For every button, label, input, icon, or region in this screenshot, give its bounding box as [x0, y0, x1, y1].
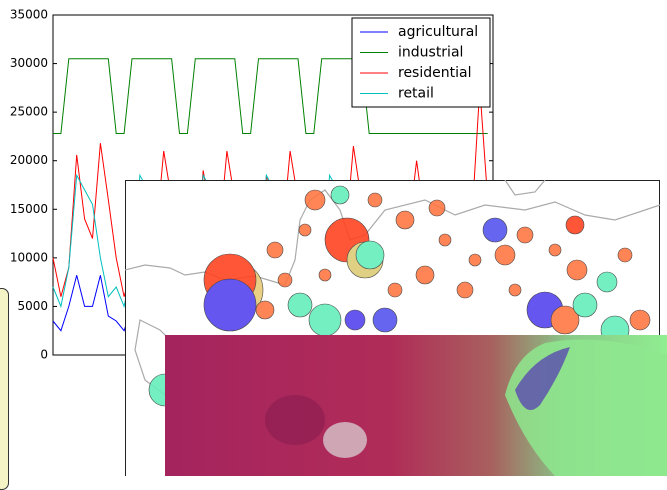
y-tick-label: 30000	[10, 56, 48, 70]
legend-text: residential	[398, 65, 471, 81]
ice-region	[323, 422, 367, 458]
legend-box	[351, 17, 491, 108]
heatmap-image	[165, 335, 667, 476]
side-panel	[0, 288, 9, 490]
dark-region	[265, 395, 325, 445]
y-tick-label: 5000	[17, 299, 48, 313]
y-tick-label: 20000	[10, 153, 48, 167]
legend-text: industrial	[398, 45, 463, 61]
pie-markers	[148, 185, 651, 407]
y-tick-label: 15000	[10, 202, 48, 216]
mountain-region	[515, 347, 570, 410]
y-tick-label: 25000	[10, 105, 48, 119]
legend-text: agricultural	[398, 24, 478, 40]
y-tick-label: 0	[40, 348, 48, 362]
y-tick-label: 10000	[10, 250, 48, 264]
page: 0 5000 10000 15000 20000 25000 30000 35000 agric…	[0, 7, 667, 490]
legend-text: retail	[398, 86, 434, 102]
series-line	[53, 58, 488, 134]
y-tick-label: 35000	[10, 8, 48, 22]
